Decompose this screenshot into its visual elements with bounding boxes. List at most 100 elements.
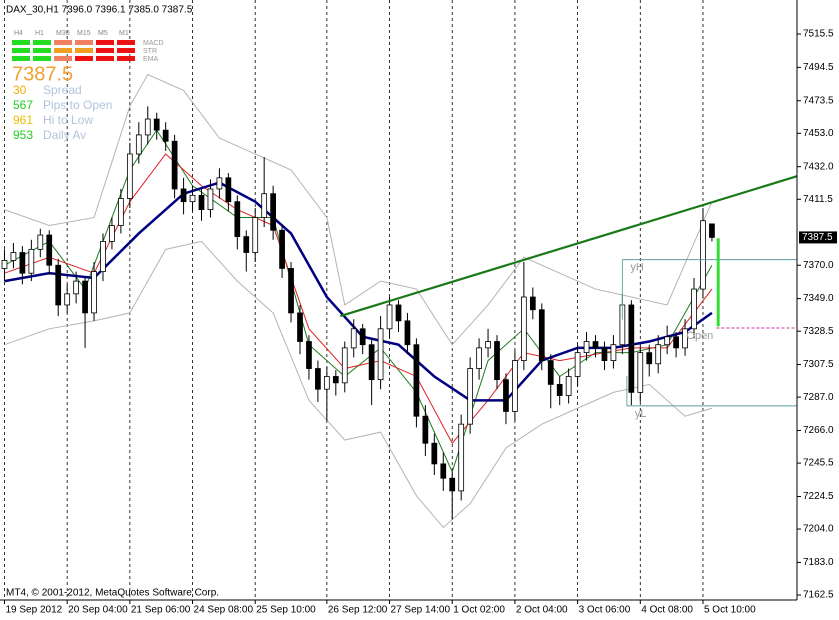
- y-tick-label: 7245.5: [803, 458, 834, 469]
- header: DAX_30,H1 7396.0 7396.1 7385.0 7387.5: [6, 5, 193, 16]
- candle-body: [691, 288, 697, 330]
- candle-body: [637, 352, 644, 393]
- candle-body: [664, 336, 671, 346]
- trendline: [339, 175, 798, 318]
- candle-body: [628, 304, 635, 393]
- y-tick-label: 7183.0: [803, 557, 834, 568]
- candle-body: [476, 347, 482, 369]
- candle-body: [288, 268, 294, 314]
- candle-body: [19, 252, 26, 274]
- y-tick-label: 7515.5: [803, 29, 834, 40]
- signal-cell: [33, 56, 51, 61]
- candle-body: [118, 198, 124, 226]
- signal-cell: [12, 56, 30, 61]
- candle-body: [46, 234, 53, 266]
- candle-body: [100, 240, 106, 272]
- candle-body: [332, 376, 339, 384]
- signal-cell: [75, 56, 93, 61]
- candle-body: [189, 194, 196, 203]
- candle-body: [512, 360, 518, 412]
- candle-body: [440, 463, 447, 479]
- candle-body: [153, 118, 160, 131]
- x-tick-label: 26 Sep 12:00: [328, 605, 388, 616]
- candle-body: [592, 341, 599, 349]
- signal-cell: [96, 40, 114, 45]
- level-label: yH: [630, 262, 644, 274]
- candle-body: [404, 320, 411, 346]
- candle-body: [243, 236, 250, 253]
- signal-cell: [54, 56, 72, 61]
- candle-body: [198, 194, 205, 211]
- candle-body: [655, 344, 662, 365]
- y-tick-label: 7473.5: [803, 95, 834, 106]
- candle-body: [144, 118, 151, 136]
- candle-body: [216, 177, 223, 190]
- timeframe-label: M30: [56, 30, 70, 37]
- x-tick-label: 20 Sep 04:00: [68, 605, 128, 616]
- candle-body: [297, 312, 303, 342]
- signal-cell: [96, 56, 114, 61]
- indicator-line: [4, 153, 713, 445]
- indicator-line: [4, 73, 713, 346]
- candle-body: [10, 252, 17, 261]
- candle-body: [494, 341, 500, 381]
- stat-value: 567: [13, 98, 33, 112]
- candle-body: [601, 347, 608, 361]
- candle-body: [55, 264, 62, 306]
- candle-body: [673, 336, 679, 349]
- x-tick-label: 1 Oct 02:00: [453, 605, 505, 616]
- candle-body: [700, 220, 706, 290]
- candle-body: [91, 271, 97, 314]
- candle-body: [709, 223, 715, 238]
- y-tick-label: 7453.0: [803, 128, 834, 139]
- candle-body: [171, 140, 178, 190]
- stat-label: Pips to Open: [43, 98, 112, 112]
- timeframe-label: H4: [14, 30, 23, 37]
- signal-cell: [117, 48, 135, 53]
- signal-cell: [12, 40, 30, 45]
- candle-body: [323, 376, 330, 390]
- y-tick-label: 7411.5: [803, 194, 833, 205]
- x-tick-label: 3 Oct 06:00: [579, 605, 631, 616]
- stat-label: Daily Av: [43, 128, 86, 142]
- level-label: Open: [686, 330, 713, 342]
- plot: yH yL Open: [1, 0, 798, 600]
- candle-body: [225, 177, 232, 203]
- candle-body: [82, 280, 88, 314]
- candle-body: [234, 201, 241, 238]
- timeframe-label: H1: [35, 30, 44, 37]
- candle-body: [386, 304, 393, 330]
- candle-body: [565, 376, 572, 396]
- candle-body: [503, 379, 509, 412]
- signal-cell: [96, 48, 114, 53]
- x-tick-label: 5 Oct 10:00: [704, 605, 756, 616]
- y-tick-label: 7494.5: [803, 62, 834, 73]
- candle-body: [28, 248, 35, 274]
- y-tick-label: 7307.5: [803, 359, 834, 370]
- y-tick-label: 7266.0: [803, 425, 834, 436]
- indicator-label: EMA: [143, 56, 159, 63]
- candle-body: [422, 415, 429, 444]
- candle-body: [556, 384, 563, 396]
- candle-body: [521, 296, 527, 361]
- candle-body: [458, 423, 465, 492]
- stat-value: 30: [13, 83, 27, 97]
- x-tick-label: 27 Sep 14:00: [391, 605, 451, 616]
- indicator-line: [4, 240, 713, 529]
- x-tick-label: 21 Sep 06:00: [131, 605, 191, 616]
- timeframe-label: M15: [77, 30, 91, 37]
- x-tick-label: 19 Sep 2012: [5, 605, 62, 616]
- signal-cell: [54, 48, 72, 53]
- candle-body: [485, 341, 491, 349]
- y-tick-label: 7162.5: [803, 590, 834, 601]
- candle-body: [547, 360, 554, 385]
- y-tick-label: 7287.0: [803, 392, 834, 403]
- level-label: yL: [635, 408, 647, 420]
- candle-body: [646, 352, 653, 365]
- signal-cell: [117, 56, 135, 61]
- candle-body: [64, 293, 71, 306]
- candle-body: [341, 347, 348, 384]
